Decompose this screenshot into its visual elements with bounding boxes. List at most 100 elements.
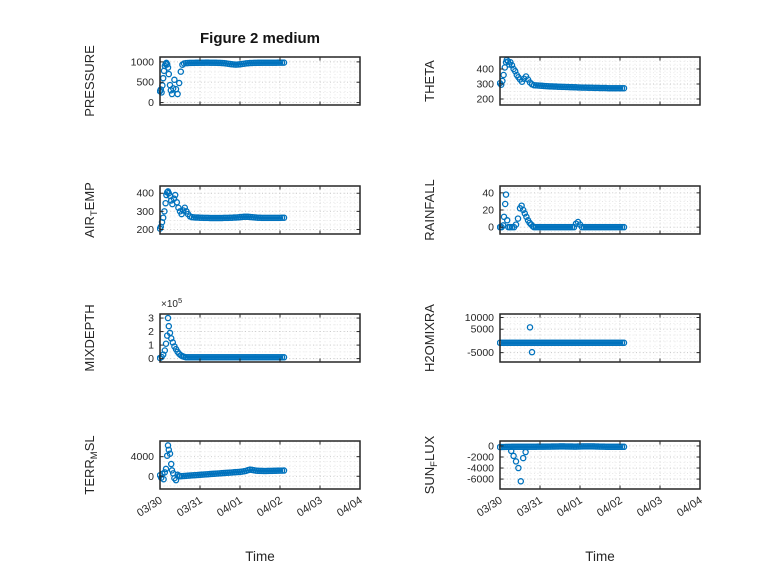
data-point-marker xyxy=(206,354,214,361)
data-point-marker xyxy=(550,339,558,347)
data-point-marker xyxy=(606,443,614,451)
data-point-marker xyxy=(200,214,208,222)
y-tick-label: 0 xyxy=(488,222,494,234)
data-point-marker xyxy=(206,59,214,66)
data-point-marker xyxy=(258,214,266,222)
x-tick-label: 04/02 xyxy=(255,494,285,519)
data-point-marker xyxy=(524,443,532,451)
y-tick-label: -6000 xyxy=(467,474,494,486)
data-point-marker xyxy=(586,443,594,450)
data-point-marker xyxy=(540,443,548,450)
grid-lines xyxy=(159,57,361,105)
data-point-marker xyxy=(175,204,182,211)
axis-multiplier-label: ×105 xyxy=(161,296,182,310)
y-axis-label: PRESSURE xyxy=(82,45,97,117)
data-point-marker xyxy=(268,354,276,361)
data-point-marker xyxy=(264,354,272,361)
data-point-marker xyxy=(600,223,608,231)
data-point-marker xyxy=(503,217,511,224)
data-point-marker xyxy=(220,214,228,222)
data-point-marker xyxy=(242,213,250,221)
data-point-marker xyxy=(590,223,598,231)
data-point-marker xyxy=(278,354,286,361)
data-point-marker xyxy=(534,339,542,347)
data-point-marker xyxy=(532,443,540,450)
data-point-marker xyxy=(162,340,170,347)
data-point-marker xyxy=(238,354,246,361)
y-tick-label: 300 xyxy=(136,206,154,218)
data-points xyxy=(157,59,288,98)
data-point-marker xyxy=(616,223,624,231)
data-point-marker xyxy=(260,214,268,222)
data-point-marker xyxy=(166,450,174,457)
data-point-marker xyxy=(246,354,254,361)
data-point-marker xyxy=(198,354,206,361)
data-point-marker xyxy=(502,339,510,347)
chart-mixdepth: 0 1 2 3 MIXDEPTH ×105 xyxy=(78,288,370,378)
data-point-marker xyxy=(164,314,172,322)
data-point-marker xyxy=(500,71,507,79)
data-point-marker xyxy=(536,339,544,347)
data-point-marker xyxy=(610,84,618,92)
data-point-marker xyxy=(212,214,220,222)
data-point-marker xyxy=(504,339,512,347)
y-tick-label: 2 xyxy=(148,326,154,338)
data-point-marker xyxy=(252,354,260,361)
data-point-marker xyxy=(173,199,181,206)
data-point-marker xyxy=(592,223,600,231)
data-point-marker xyxy=(171,76,178,84)
data-point-marker xyxy=(534,443,542,450)
data-point-marker xyxy=(550,223,558,231)
data-point-marker xyxy=(526,219,533,227)
data-point-marker xyxy=(598,339,606,347)
tick-marks xyxy=(159,57,361,105)
data-point-marker xyxy=(230,354,238,361)
data-point-marker xyxy=(558,339,566,347)
y-tick-labels: 0 20 40 xyxy=(482,187,494,233)
data-point-marker xyxy=(222,214,230,222)
data-point-marker xyxy=(163,61,171,68)
y-tick-labels: 0 4000 xyxy=(131,451,155,483)
axes-box xyxy=(159,185,361,235)
data-point-marker xyxy=(584,84,592,92)
data-point-marker xyxy=(506,443,514,451)
data-point-marker xyxy=(602,443,610,450)
y-tick-label: 0 xyxy=(488,440,494,452)
data-point-marker xyxy=(497,81,505,89)
data-point-marker xyxy=(578,84,586,91)
data-point-marker xyxy=(521,210,529,217)
data-point-marker xyxy=(162,465,170,473)
data-point-marker xyxy=(560,339,568,347)
y-tick-labels: 01 23 xyxy=(148,313,154,366)
chart-terr-msl: 0 4000 03/30 03/31 04/01 04/02 04/03 04/04 TERRM… xyxy=(78,415,370,564)
data-point-marker xyxy=(232,354,240,361)
data-point-marker xyxy=(538,223,546,231)
x-tick-label: 04/01 xyxy=(555,494,585,519)
data-point-marker xyxy=(620,84,628,92)
x-tick-labels: 03/30 03/31 04/01 04/02 04/03 04/04 xyxy=(475,494,705,519)
data-point-marker xyxy=(516,443,524,451)
data-point-marker xyxy=(228,354,236,361)
data-point-marker xyxy=(204,354,212,361)
data-point-marker xyxy=(564,443,572,450)
data-point-marker xyxy=(506,223,514,231)
data-point-marker xyxy=(580,443,588,450)
data-point-marker xyxy=(500,339,508,347)
subplot-rainfall: 0 20 40 RAINFALL xyxy=(422,179,701,241)
data-point-marker xyxy=(582,443,590,450)
data-point-marker xyxy=(270,59,278,66)
data-point-marker xyxy=(544,223,552,231)
data-point-marker xyxy=(218,354,226,361)
data-point-marker xyxy=(582,339,590,347)
data-point-marker xyxy=(620,223,628,231)
data-point-marker xyxy=(576,339,584,347)
data-point-marker xyxy=(528,81,536,88)
data-point-marker xyxy=(616,84,624,92)
subplot-airtemp: 200 300 400 AIRTEMP xyxy=(82,182,361,238)
tick-marks xyxy=(159,186,361,234)
y-tick-label: 0 xyxy=(148,353,154,365)
data-point-marker xyxy=(250,354,258,361)
data-point-marker xyxy=(568,223,576,231)
data-point-marker xyxy=(562,83,570,91)
data-point-marker xyxy=(501,200,509,208)
